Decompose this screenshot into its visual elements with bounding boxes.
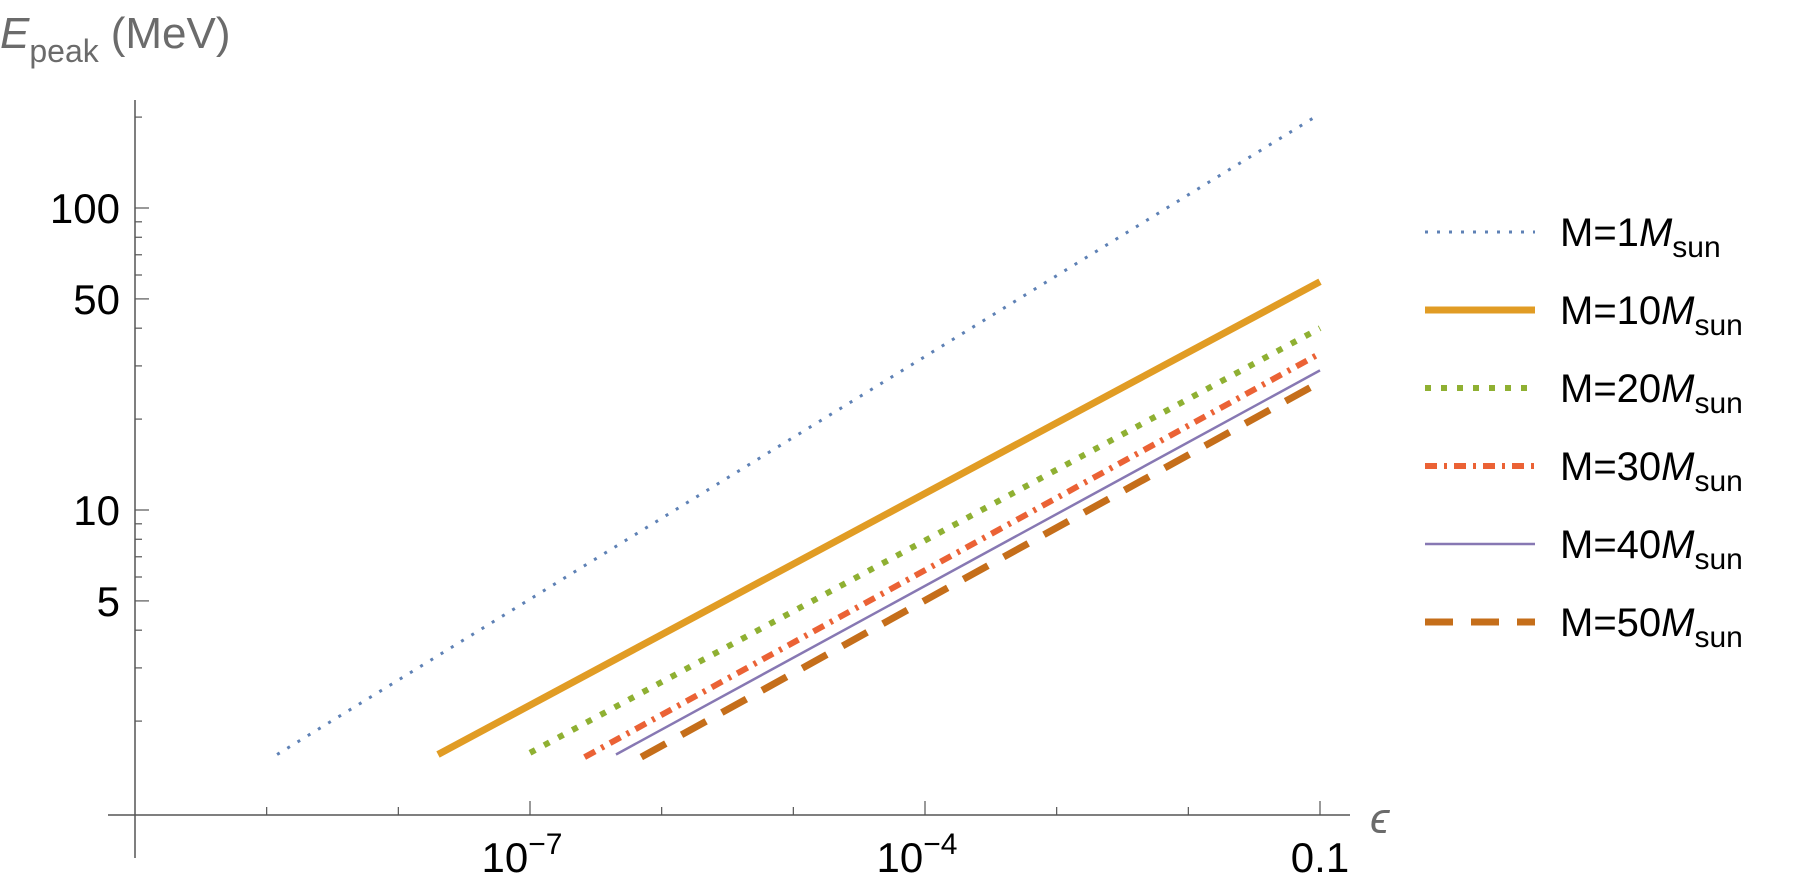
legend-label-sub: sun: [1695, 387, 1743, 420]
series-line-3: [528, 325, 1322, 756]
x-tick-exp: −7: [528, 828, 562, 861]
x-tick-exp: −4: [923, 828, 957, 861]
legend-item-2: M=10Msun: [1425, 289, 1743, 342]
y-tick-label: 5: [97, 578, 120, 625]
x-tick-label: 10−4: [877, 828, 958, 881]
series-line-6: [639, 379, 1322, 761]
legend-label-sub: sun: [1695, 465, 1743, 498]
y-axis-label-sub: peak: [29, 33, 99, 69]
legend-label-symbol: M: [1661, 289, 1695, 333]
legend-label-sub: sun: [1672, 231, 1720, 264]
series-line-5: [615, 369, 1321, 756]
legend-label-sub: sun: [1695, 309, 1743, 342]
legend-item-6: M=50Msun: [1425, 601, 1743, 654]
series-line-1: [276, 112, 1321, 756]
series-line-2: [436, 278, 1322, 758]
legend-label-prefix: M=40: [1560, 523, 1661, 567]
legend-label-prefix: M=20: [1560, 367, 1661, 411]
x-axis-label: ϵ: [1370, 794, 1391, 843]
legend-label-symbol: M: [1661, 367, 1695, 411]
x-tick-base: 10: [877, 834, 924, 881]
legend-label: M=1Msun: [1560, 211, 1721, 264]
legend-label-sub: sun: [1695, 543, 1743, 576]
y-tick-label: 50: [73, 276, 120, 323]
legend-label: M=40Msun: [1560, 523, 1743, 576]
legend-item-3: M=20Msun: [1425, 367, 1743, 420]
y-tick-label: 100: [50, 185, 120, 232]
x-tick-label: 0.1: [1291, 834, 1349, 881]
y-axis-label-unit: (MeV): [111, 9, 231, 58]
legend-label-prefix: M=10: [1560, 289, 1661, 333]
legend-label-prefix: M=1: [1560, 211, 1639, 255]
legend: M=1MsunM=10MsunM=20MsunM=30MsunM=40MsunM…: [1425, 211, 1743, 654]
x-tick-label: 10−7: [482, 828, 563, 881]
legend-label: M=20Msun: [1560, 367, 1743, 420]
legend-label-symbol: M: [1661, 445, 1695, 489]
legend-label-symbol: M: [1639, 211, 1673, 255]
legend-label: M=50Msun: [1560, 601, 1743, 654]
series-group: [276, 112, 1322, 761]
legend-item-4: M=30Msun: [1425, 445, 1743, 498]
legend-label: M=30Msun: [1560, 445, 1743, 498]
y-tick-label: 10: [73, 487, 120, 534]
y-axis-label-main: E: [0, 9, 30, 58]
legend-label-symbol: M: [1661, 601, 1695, 645]
series-line-4: [583, 350, 1322, 760]
legend-label: M=10Msun: [1560, 289, 1743, 342]
legend-label-prefix: M=30: [1560, 445, 1661, 489]
legend-label-sub: sun: [1695, 621, 1743, 654]
legend-label-prefix: M=50: [1560, 601, 1661, 645]
legend-label-symbol: M: [1661, 523, 1695, 567]
legend-item-1: M=1Msun: [1425, 211, 1721, 264]
y-axis-label: Epeak (MeV): [0, 9, 231, 69]
legend-item-5: M=40Msun: [1425, 523, 1743, 576]
x-tick-base: 10: [482, 834, 529, 881]
